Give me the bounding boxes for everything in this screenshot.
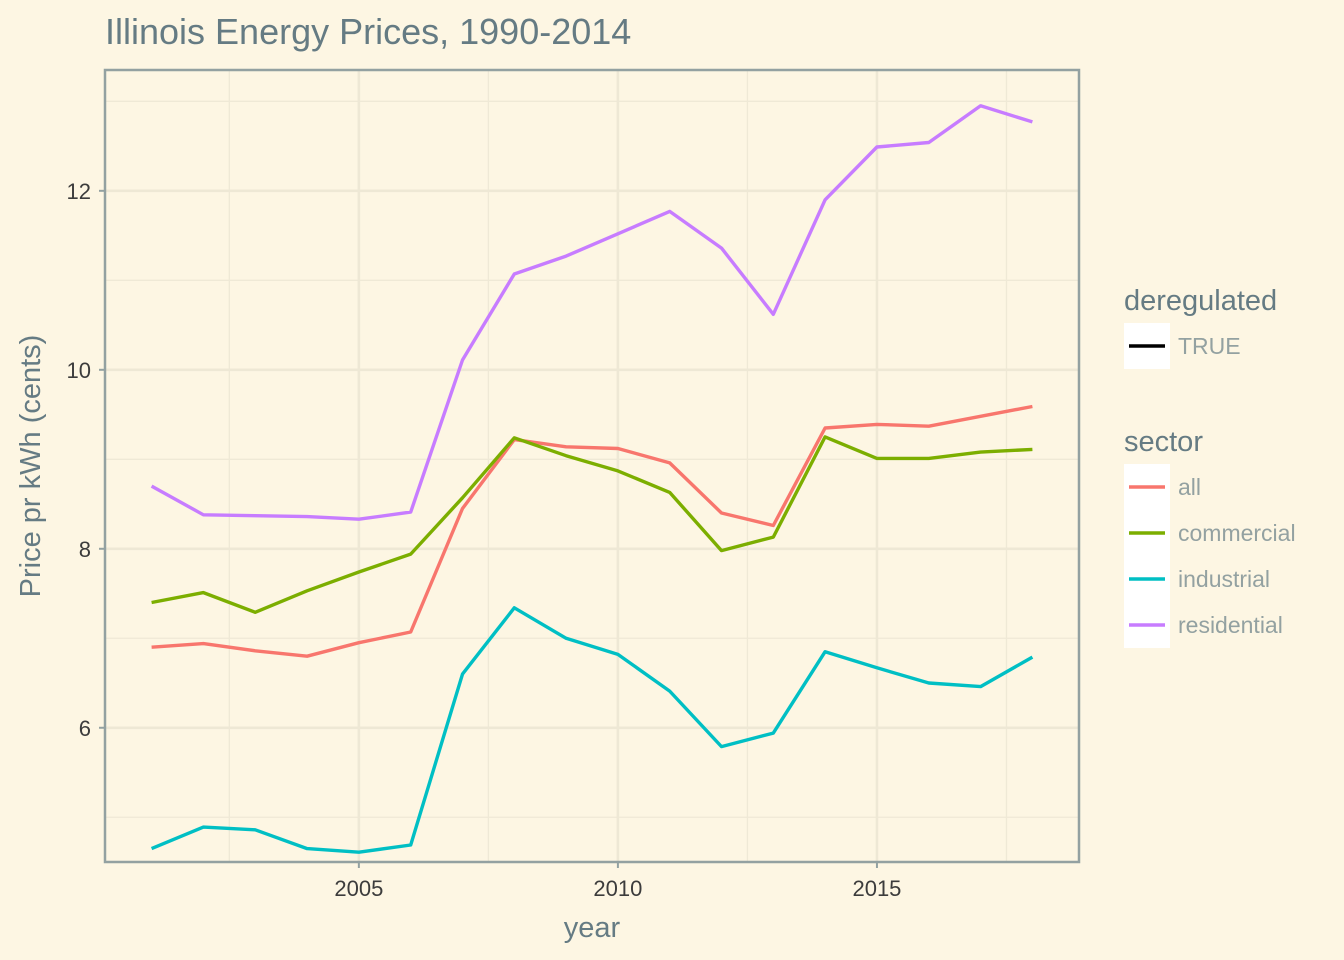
series-line-commercial [151,435,1033,614]
series-line-residential [150,104,1033,521]
series-line-all [151,404,1033,658]
grid [105,70,1079,862]
legend-title-sector: sector [1124,426,1203,458]
y-tick-label: 6 [79,716,91,741]
x-tick-label: 2015 [852,876,901,901]
plot-panel [105,70,1079,862]
legend-label-TRUE: TRUE [1178,333,1241,359]
axis-ticks: 2005 2010 2015 6 8 10 12 [67,179,902,901]
y-axis-title: Price pr kWh (cents) [15,335,47,598]
x-tick-label: 2010 [593,876,642,901]
plot-area [103,68,1081,864]
legend-label-residential: residential [1178,612,1283,638]
y-tick-label: 8 [79,537,91,562]
x-axis-title: year [564,912,621,944]
legend-label-industrial: industrial [1178,566,1270,592]
series-line-industrial [150,606,1034,854]
legend: deregulated TRUE sector all commercial indust… [1124,285,1296,648]
plot-border [103,68,1081,864]
legend-label-commercial: commercial [1178,520,1296,546]
y-tick-label: 10 [67,358,91,383]
legend-label-all: all [1178,474,1201,500]
legend-title-deregulated: deregulated [1124,285,1277,317]
series-lines [150,104,1034,854]
x-tick-label: 2005 [334,876,383,901]
y-tick-label: 12 [67,179,91,204]
chart-title: Illinois Energy Prices, 1990-2014 [105,11,631,52]
